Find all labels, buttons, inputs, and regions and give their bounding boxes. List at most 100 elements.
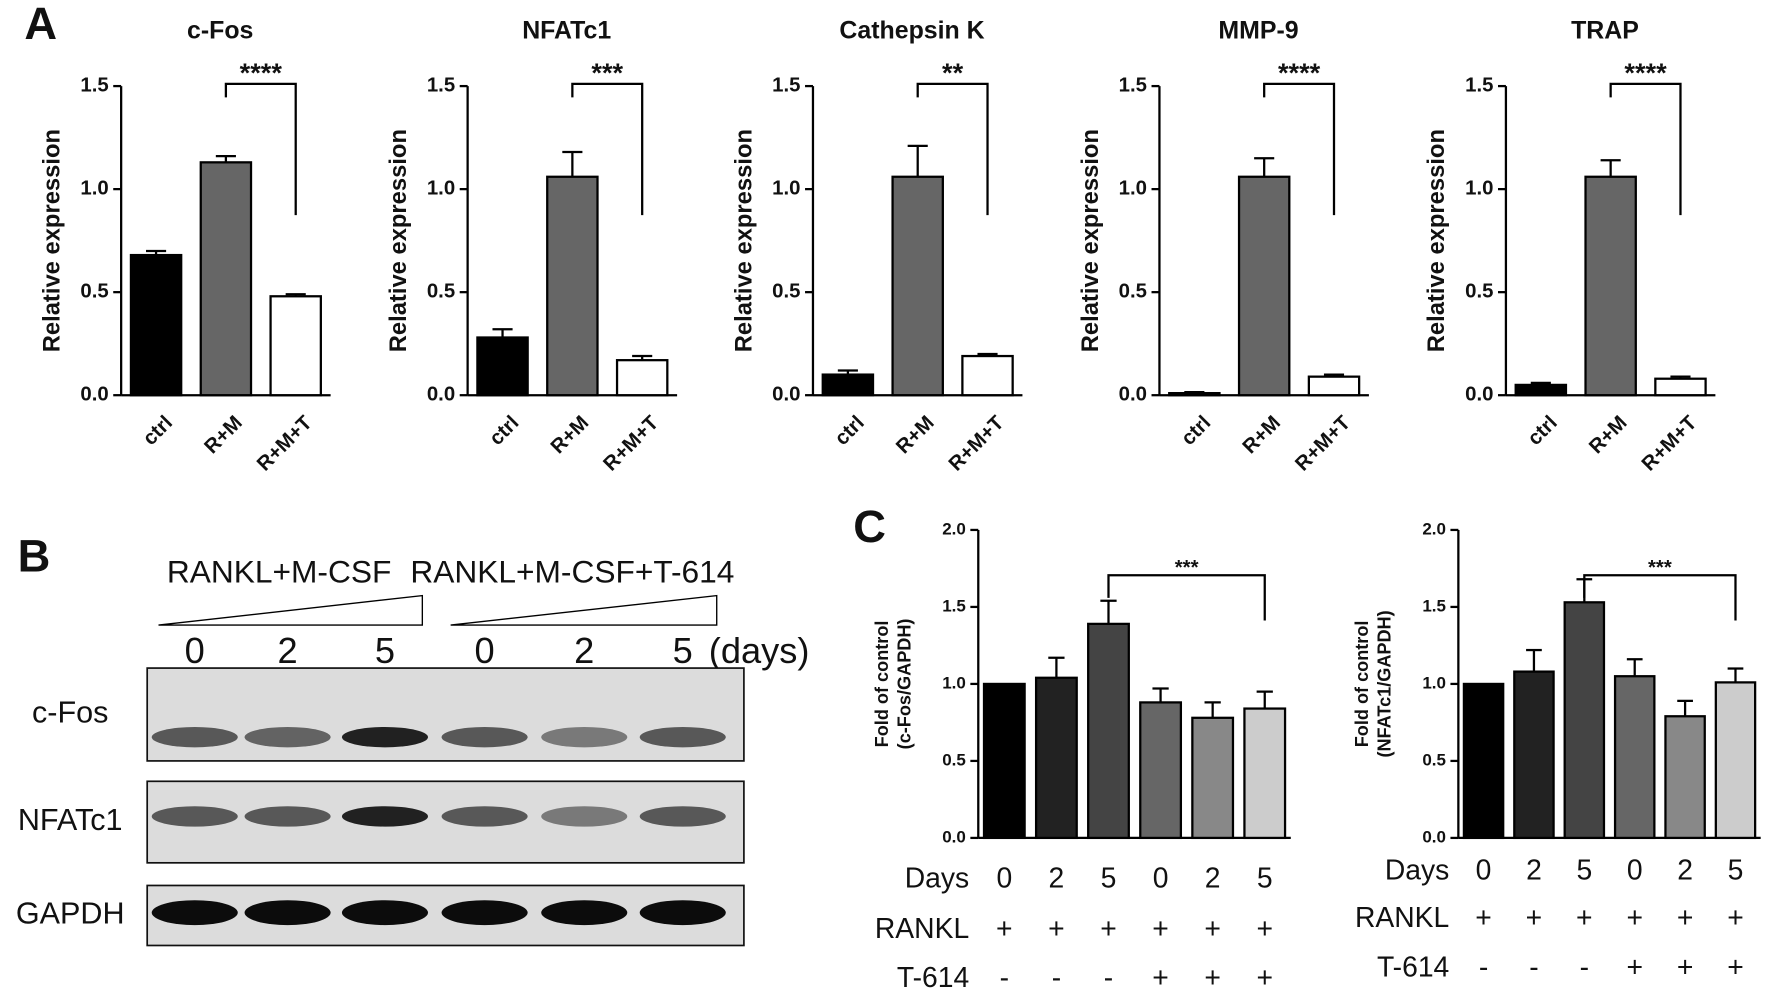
condition-value: +	[1048, 912, 1065, 944]
y-tick-label: 0.5	[1119, 281, 1147, 303]
significance-bracket	[916, 82, 989, 216]
panel-label: B	[18, 530, 51, 581]
y-tick-label: 1.5	[1465, 74, 1493, 96]
bar	[1191, 716, 1235, 840]
blot-band	[244, 726, 331, 748]
x-tick-label: 5	[1101, 861, 1117, 893]
blot-strip	[146, 667, 745, 762]
x-tick-label: 0	[996, 861, 1012, 893]
y-tick-label: 0.0	[80, 384, 108, 406]
bar	[546, 175, 599, 397]
significance-bracket	[1263, 82, 1336, 216]
bar	[821, 373, 875, 397]
y-tick-label: 0.0	[427, 384, 455, 406]
y-tick-label: 1.5	[942, 596, 966, 615]
y-tick-label: 1.5	[1422, 596, 1446, 615]
y-tick-label: 0.5	[1422, 750, 1446, 769]
y-tick-label: 0.0	[942, 827, 966, 846]
blot-band	[441, 726, 528, 748]
condition-value: +	[1256, 961, 1273, 993]
blot-band	[639, 900, 726, 926]
blot-band	[441, 806, 528, 827]
significance-bracket	[1107, 574, 1266, 621]
row-label: GAPDH	[16, 897, 125, 931]
y-tick-label: 0.0	[1422, 827, 1446, 846]
condition-value: -	[1479, 951, 1488, 983]
y-axis-label: Relative expression	[1423, 129, 1450, 352]
bar	[269, 295, 322, 397]
condition-value: +	[1677, 901, 1694, 933]
blot-band	[541, 900, 628, 926]
x-tick-label: 5	[1257, 861, 1273, 893]
dose-wedge	[450, 594, 718, 626]
blot-band	[151, 900, 238, 926]
blot-band	[541, 806, 628, 827]
significance-label: ***	[1175, 557, 1199, 579]
x-tick-label: 2	[1677, 853, 1693, 885]
bar	[199, 161, 253, 397]
significance-label: ***	[1648, 557, 1672, 579]
condition-value: +	[1256, 912, 1273, 944]
y-tick-label: 1.5	[1119, 74, 1147, 96]
bar	[961, 354, 1014, 397]
y-tick-label: 0.0	[1119, 384, 1147, 406]
condition-value: -	[1529, 951, 1538, 983]
y-tick-label: 1.0	[1465, 178, 1493, 200]
bar	[1714, 681, 1757, 840]
y-tick-label: 2.0	[942, 519, 966, 538]
x-tick-label: 0	[1627, 853, 1643, 885]
condition-value: +	[1526, 901, 1543, 933]
lane-label: 0	[475, 630, 495, 671]
bar	[1654, 377, 1707, 397]
bar	[891, 175, 944, 397]
significance-label: ****	[1278, 57, 1321, 88]
condition-value: +	[1626, 951, 1643, 983]
y-axis-label: Relative expression	[1077, 129, 1104, 352]
dose-wedge	[158, 594, 424, 626]
condition-value: +	[1204, 961, 1221, 993]
bar	[1664, 715, 1706, 840]
condition-value: +	[1727, 901, 1744, 933]
bar	[1307, 375, 1361, 397]
y-axis-label: Fold of control	[1352, 621, 1372, 748]
condition-value: -	[1052, 961, 1061, 993]
lane-label: 5	[673, 630, 693, 671]
y-tick-label: 0.5	[1465, 281, 1493, 303]
lane-label: 0	[185, 630, 205, 671]
blot-band	[541, 726, 628, 748]
blot-strip	[146, 780, 745, 864]
y-tick-label: 1.0	[1422, 673, 1446, 692]
blot-band	[341, 900, 428, 926]
blot-band	[441, 900, 528, 926]
y-axis-label: Fold of control	[872, 621, 892, 748]
y-axis-label: (c-Fos/GAPDH)	[895, 619, 915, 750]
bar	[1462, 682, 1505, 840]
bar	[1168, 392, 1221, 397]
condition-value: +	[1576, 901, 1593, 933]
row-label: c-Fos	[32, 696, 108, 730]
y-tick-label: 0.5	[80, 281, 108, 303]
bar	[1514, 383, 1568, 397]
group-label: RANKL+M-CSF+T-614	[410, 553, 734, 589]
significance-label: ****	[240, 57, 283, 88]
condition-name: RANKL	[875, 912, 969, 944]
x-axis-label: Days	[905, 861, 969, 893]
y-axis-label: Relative expression	[38, 129, 65, 352]
bar	[982, 682, 1026, 840]
significance-bracket	[1583, 574, 1737, 621]
y-tick-label: 1.0	[1119, 178, 1147, 200]
bar	[1513, 670, 1555, 840]
panel-label: A	[24, 0, 57, 49]
lane-label: 2	[574, 630, 594, 671]
y-tick-label: 1.5	[427, 74, 455, 96]
condition-value: +	[1677, 951, 1694, 983]
row-label: NFATc1	[18, 803, 123, 837]
bar	[129, 253, 183, 397]
y-tick-label: 0.0	[772, 384, 800, 406]
condition-value: -	[1580, 951, 1589, 983]
y-tick-label: 1.0	[80, 178, 108, 200]
lane-unit: (days)	[709, 630, 810, 671]
significance-bracket	[224, 82, 297, 216]
